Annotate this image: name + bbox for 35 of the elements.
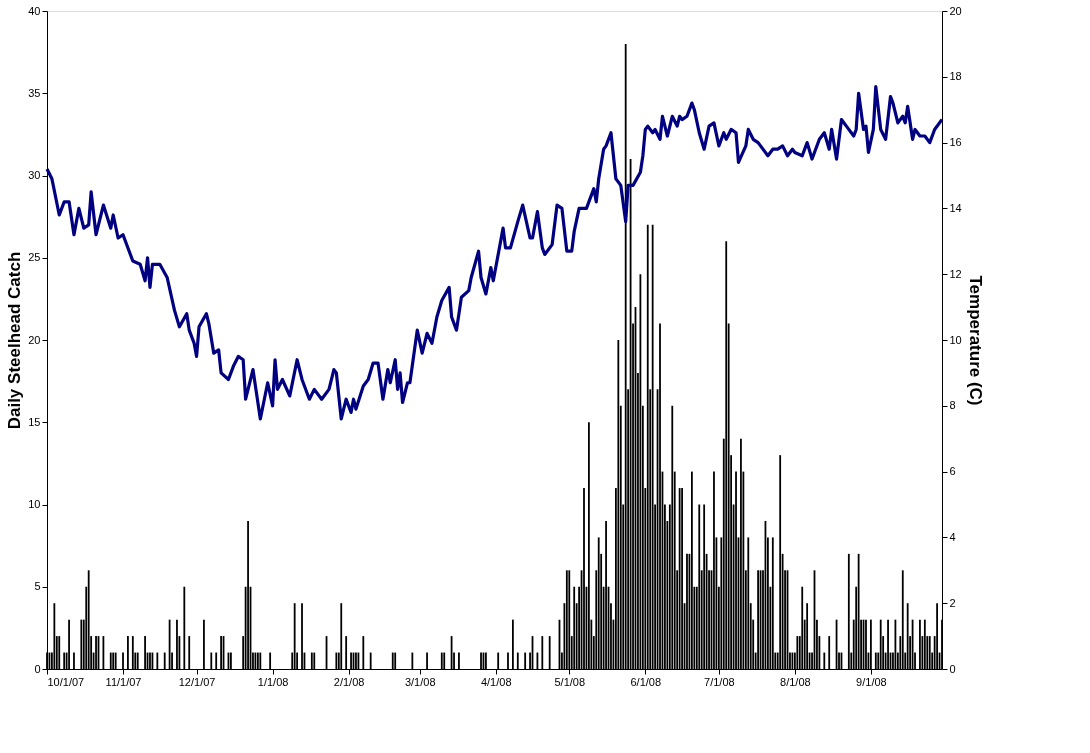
y2-tick-label: 18	[949, 70, 962, 83]
y2-tick-label: 16	[949, 136, 962, 149]
x-tick-label: 6/1/08	[630, 675, 662, 688]
x-tick-label: 9/1/08	[856, 675, 887, 688]
x-tick-label: 5/1/08	[554, 675, 586, 688]
x-tick-label: 2/1/08	[333, 675, 365, 688]
x-tick-label: 3/1/08	[404, 675, 436, 688]
y2-tick-label: 12	[949, 267, 962, 280]
line-series	[45, 85, 944, 421]
x-tick-label: 12/1/07	[178, 675, 216, 688]
x-tick-label: 1/1/08	[257, 675, 289, 688]
y-tick-label: 35	[28, 86, 41, 99]
y2-tick-label: 4	[949, 530, 956, 543]
y-tick-label: 5	[34, 580, 41, 593]
y-tick-label: 30	[28, 169, 41, 181]
y-axis-title: Daily Steelhead Catch	[5, 251, 25, 430]
x-tick-label: 10/1/07	[47, 675, 85, 688]
y-tick-label: 40	[28, 4, 41, 17]
x-tick-label: 8/1/08	[780, 675, 811, 688]
y2-tick-label: 14	[949, 201, 962, 214]
y2-tick-label: 20	[949, 4, 962, 17]
x-tick-label: 11/1/07	[105, 675, 142, 688]
y2-axis-title: Temperature (C)	[965, 275, 985, 406]
y-tick-label: 15	[28, 415, 41, 428]
y2-tick-label: 10	[949, 333, 962, 346]
y2-tick-label: 2	[949, 596, 956, 609]
y-tick-label: 0	[34, 662, 41, 675]
y2-tick-label: 0	[949, 662, 956, 675]
y-tick-label: 20	[28, 333, 41, 346]
x-tick-label: 7/1/08	[704, 675, 735, 688]
y-tick-label: 10	[28, 498, 41, 510]
y-tick-label: 25	[28, 251, 41, 264]
x-tick-label: 4/1/08	[480, 675, 512, 688]
y2-tick-label: 8	[949, 399, 956, 412]
y2-tick-label: 6	[949, 465, 956, 478]
